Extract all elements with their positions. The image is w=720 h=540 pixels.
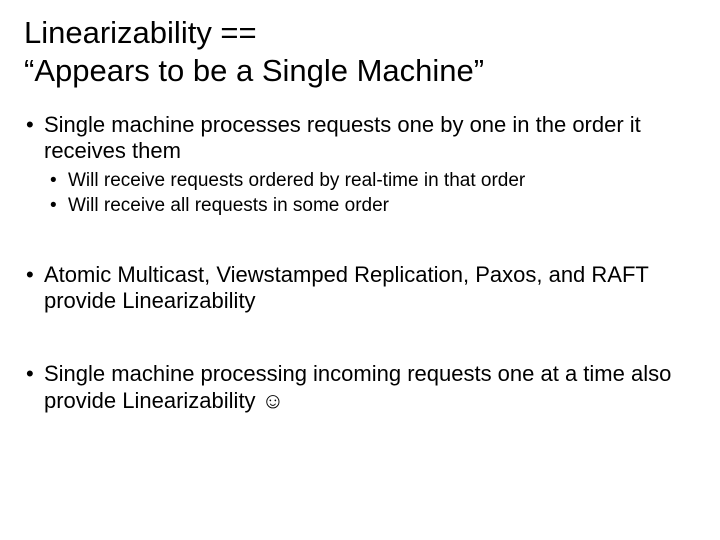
bullet-text: Single machine processes requests one by… bbox=[44, 112, 641, 164]
bullet-text: Atomic Multicast, Viewstamped Replicatio… bbox=[44, 262, 648, 314]
bullet-item: Atomic Multicast, Viewstamped Replicatio… bbox=[24, 262, 696, 316]
bullet-text: Will receive all requests in some order bbox=[68, 195, 389, 216]
title-line-1: Linearizability == bbox=[24, 15, 257, 50]
bullet-list: Single machine processes requests one by… bbox=[24, 112, 696, 218]
slide-title: Linearizability == “Appears to be a Sing… bbox=[24, 14, 696, 90]
bullet-list: Single machine processing incoming reque… bbox=[24, 361, 696, 415]
sub-bullet-item: Will receive requests ordered by real-ti… bbox=[24, 169, 696, 192]
spacer bbox=[24, 319, 696, 361]
bullet-text: Single machine processing incoming reque… bbox=[44, 361, 671, 413]
bullet-text: Will receive requests ordered by real-ti… bbox=[68, 170, 525, 191]
spacer bbox=[24, 220, 696, 262]
sub-bullet-item: Will receive all requests in some order bbox=[24, 194, 696, 217]
title-line-2: “Appears to be a Single Machine” bbox=[24, 53, 484, 88]
bullet-item: Single machine processing incoming reque… bbox=[24, 361, 696, 415]
bullet-item: Single machine processes requests one by… bbox=[24, 112, 696, 166]
bullet-list: Atomic Multicast, Viewstamped Replicatio… bbox=[24, 262, 696, 316]
